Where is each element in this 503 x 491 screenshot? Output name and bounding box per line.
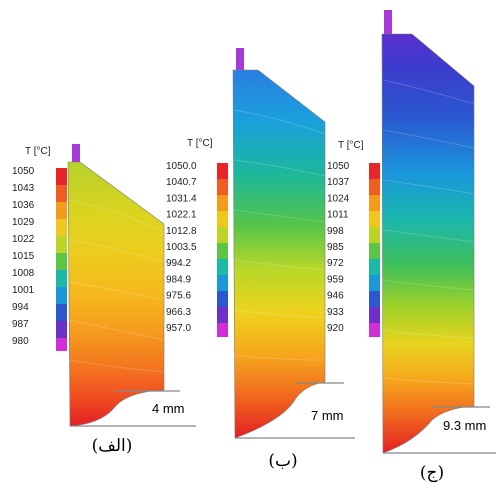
dimension-b: 7 mm — [311, 408, 344, 423]
legend-c-tick-3: 1011 — [327, 210, 349, 221]
legend-c-tick-8: 946 — [327, 291, 344, 302]
legend-c-tick-9: 933 — [327, 307, 344, 318]
dimension-c: 9.3 mm — [443, 418, 486, 433]
legend-a-tick-10: 980 — [12, 336, 29, 347]
sprue-b — [236, 48, 244, 70]
colorbar-b — [217, 163, 228, 337]
colorbar-c — [369, 163, 380, 337]
legend-c-tick-1: 1037 — [327, 177, 350, 188]
legend-a-tick-0: 1050 — [12, 166, 35, 177]
panel-c: T [°C] 1050 1037 1024 1011 998 985 972 959 946 93… — [327, 10, 496, 483]
legend-c-tick-5: 985 — [327, 242, 344, 253]
legend-c-tick-6: 972 — [327, 258, 344, 269]
legend-b-tick-0: 1050.0 — [166, 161, 197, 172]
legend-b-tick-5: 1003.5 — [166, 242, 197, 253]
legend-b: T [°C] 1050.0 1040.7 1031.4 1022.1 1012.8 100… — [166, 138, 228, 337]
casting-c — [381, 33, 475, 454]
sprue-c — [384, 10, 392, 34]
legend-c: T [°C] 1050 1037 1024 1011 998 985 972 959 946 93… — [327, 140, 380, 337]
panel-b: T [°C] 1050.0 1040.7 1031.4 1022.1 1012.8 100… — [166, 48, 355, 471]
legend-b-tick-8: 975.6 — [166, 291, 191, 302]
legend-a-tick-2: 1036 — [12, 200, 35, 211]
legend-b-tick-10: 957.0 — [166, 323, 191, 334]
legend-c-tick-0: 1050 — [327, 161, 350, 172]
legend-c-tick-2: 1024 — [327, 193, 350, 204]
panel-a: T [°C] 1050 1043 1036 1029 1022 1015 1008 1001 9… — [12, 144, 196, 456]
legend-a-tick-4: 1022 — [12, 234, 35, 245]
legend-b-tick-3: 1022.1 — [166, 210, 197, 221]
legend-b-tick-7: 984.9 — [166, 274, 191, 285]
casting-a — [67, 161, 165, 427]
legend-a: T [°C] 1050 1043 1036 1029 1022 1015 1008 1001 9… — [12, 146, 67, 351]
legend-b-tick-1: 1040.7 — [166, 177, 197, 188]
legend-a-tick-3: 1029 — [12, 217, 35, 228]
legend-a-tick-7: 1001 — [12, 285, 35, 296]
legend-a-tick-9: 987 — [12, 319, 29, 330]
legend-c-header: T [°C] — [338, 140, 364, 151]
legend-b-tick-4: 1012.8 — [166, 226, 197, 237]
legend-a-tick-5: 1015 — [12, 251, 35, 262]
casting-b — [232, 69, 326, 439]
legend-b-tick-2: 1031.4 — [166, 193, 197, 204]
colorbar-a — [56, 168, 67, 351]
legend-a-tick-8: 994 — [12, 302, 29, 313]
legend-b-tick-9: 966.3 — [166, 307, 191, 318]
legend-b-header: T [°C] — [187, 138, 213, 149]
legend-b-tick-6: 994.2 — [166, 258, 191, 269]
legend-a-tick-6: 1008 — [12, 268, 35, 279]
dimension-a: 4 mm — [152, 401, 185, 416]
sprue-a — [72, 144, 80, 162]
caption-a: (الف) — [92, 436, 133, 456]
legend-c-tick-7: 959 — [327, 274, 344, 285]
caption-b: (ب) — [268, 451, 297, 471]
legend-c-tick-10: 920 — [327, 323, 344, 334]
legend-c-tick-4: 998 — [327, 226, 344, 237]
legend-a-header: T [°C] — [25, 146, 51, 157]
caption-c: (ج) — [420, 463, 444, 483]
legend-a-tick-1: 1043 — [12, 183, 35, 194]
